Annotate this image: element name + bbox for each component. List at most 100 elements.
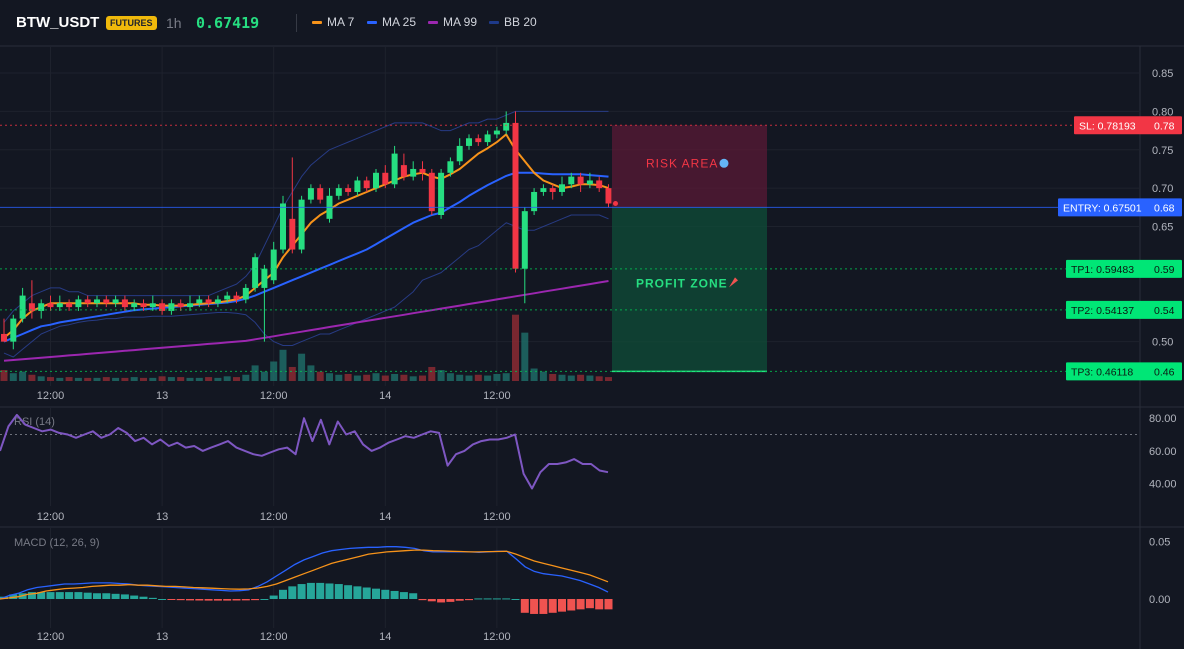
level-tag-price: 0.54 — [1154, 305, 1175, 317]
macd-histogram-bar — [530, 599, 539, 614]
macd-histogram-bar — [297, 584, 306, 599]
macd-histogram-bar — [362, 587, 371, 599]
macd-histogram-bar — [120, 594, 129, 599]
volume-bar — [567, 375, 575, 381]
level-tag-price: 0.46 — [1154, 366, 1175, 378]
time-tick-label: 14 — [379, 631, 391, 643]
macd-histogram-bar — [74, 592, 83, 599]
candle-body — [531, 191, 538, 212]
candle-body — [391, 153, 398, 185]
volume-bar — [456, 374, 464, 381]
macd-histogram-bar — [381, 589, 390, 599]
candle-body — [512, 122, 519, 269]
macd-histogram-bar — [409, 593, 418, 599]
volume-bar — [167, 377, 175, 381]
time-tick-label: 13 — [156, 631, 168, 643]
volume-bar — [549, 373, 557, 381]
legend-bb20[interactable]: BB 20 — [489, 15, 537, 29]
macd-histogram-bar — [9, 594, 18, 599]
volume-bar — [28, 374, 36, 381]
volume-bar — [260, 371, 268, 381]
candle-body — [131, 303, 138, 308]
legend-label: BB 20 — [504, 15, 537, 29]
legend-swatch — [428, 20, 438, 24]
volume-bar — [9, 373, 17, 381]
macd-histogram-bar — [148, 597, 157, 599]
volume-bar — [84, 377, 92, 381]
candle-body — [438, 172, 445, 215]
candle-body — [149, 303, 156, 308]
candle-body — [307, 188, 314, 200]
header-divider — [296, 14, 297, 32]
volume-bar — [446, 373, 454, 381]
volume-bar — [140, 377, 147, 381]
candle-body — [335, 188, 342, 196]
candle-body — [38, 303, 45, 311]
legend-swatch — [312, 20, 322, 24]
level-tag-tp — [1066, 362, 1182, 381]
futures-badge: FUTURES — [106, 16, 157, 30]
profit-zone-label: PROFIT ZONE — [636, 276, 728, 290]
legend-swatch — [367, 20, 377, 24]
volume-bar — [93, 377, 101, 381]
price-tick-label: 0.50 — [1152, 337, 1173, 349]
candle-body — [177, 303, 184, 308]
volume-bar — [37, 376, 45, 381]
candle-body — [224, 295, 231, 300]
legend-ma99[interactable]: MA 99 — [428, 15, 477, 29]
volume-bar — [270, 361, 278, 381]
macd-histogram-bar — [176, 599, 185, 601]
volume-bar — [298, 353, 306, 381]
time-tick-label: 12:00 — [483, 390, 511, 402]
volume-bar — [558, 374, 566, 381]
rsi-tick-label: 60.00 — [1149, 446, 1177, 458]
volume-bar — [47, 377, 54, 381]
macd-histogram-bar — [492, 598, 501, 600]
candle-body — [354, 180, 361, 192]
volume-bar — [428, 366, 436, 381]
macd-histogram-bar — [279, 589, 287, 599]
time-tick-label: 14 — [379, 511, 391, 523]
price-tick-label: 0.70 — [1152, 183, 1173, 195]
candle-body — [187, 303, 193, 308]
volume-bar — [130, 377, 138, 381]
level-tag-tp — [1066, 300, 1182, 319]
candle-body — [280, 203, 286, 250]
legend-ma25[interactable]: MA 25 — [367, 15, 416, 29]
volume-bar — [326, 373, 333, 381]
candle-body — [503, 122, 510, 131]
volume-bar — [335, 374, 343, 381]
macd-tick-label: 0.00 — [1149, 594, 1170, 606]
candle-body — [428, 172, 435, 212]
level-tag-tp — [1066, 259, 1182, 278]
candle-body — [484, 134, 491, 143]
time-tick-label: 12:00 — [37, 631, 65, 643]
volume-bar — [353, 375, 361, 381]
bb-upper-line — [3, 110, 609, 323]
level-tag-price: 0.59 — [1154, 264, 1175, 276]
macd-histogram-bar — [585, 599, 594, 609]
legend-label: MA 7 — [327, 15, 355, 29]
symbol-name[interactable]: BTW_USDT — [16, 14, 100, 31]
level-tag-entry — [1058, 198, 1182, 217]
volume-bar — [484, 375, 492, 381]
macd-histogram-bar — [446, 599, 455, 602]
level-tag-text: SL: 0.78193 — [1079, 120, 1136, 132]
macd-histogram-bar — [465, 599, 473, 601]
time-tick-label: 12:00 — [37, 390, 65, 402]
legend-swatch — [489, 20, 499, 24]
volume-bar — [195, 377, 203, 381]
macd-histogram-bar — [27, 592, 36, 599]
level-tag-price: 0.78 — [1154, 120, 1175, 132]
candle-body — [112, 299, 119, 304]
volume-bar — [316, 371, 324, 381]
legend-ma7[interactable]: MA 7 — [312, 15, 354, 29]
last-price: 0.67419 — [196, 14, 260, 32]
volume-bar — [0, 370, 8, 381]
macd-histogram-bar — [167, 599, 176, 600]
risk-area-zone — [612, 125, 767, 208]
candle-body — [559, 184, 565, 192]
candle-body — [549, 188, 556, 192]
interval-label[interactable]: 1h — [166, 15, 182, 31]
